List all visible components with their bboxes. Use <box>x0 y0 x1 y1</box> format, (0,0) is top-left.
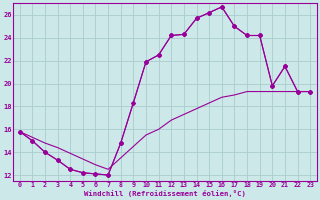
X-axis label: Windchill (Refroidissement éolien,°C): Windchill (Refroidissement éolien,°C) <box>84 190 246 197</box>
